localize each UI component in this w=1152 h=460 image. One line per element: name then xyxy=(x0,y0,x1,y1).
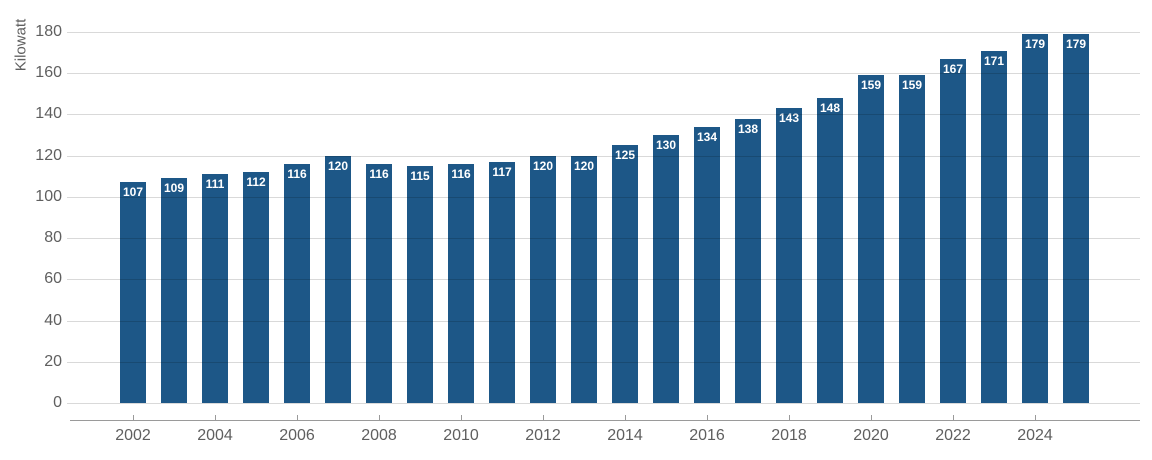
bar[interactable]: 116 xyxy=(448,163,474,403)
gridline xyxy=(67,238,1140,240)
x-tick-label: 2004 xyxy=(197,427,233,444)
bar[interactable]: 117 xyxy=(489,161,515,403)
bar-value-label: 130 xyxy=(655,138,677,153)
x-tick-mark xyxy=(215,415,216,420)
x-axis-line xyxy=(70,420,1140,421)
bar-value-label: 159 xyxy=(860,78,882,93)
x-tick-mark xyxy=(707,415,708,420)
bar-value-label: 116 xyxy=(287,166,307,181)
bar-value-label: 148 xyxy=(819,100,841,115)
bar-value-label: 117 xyxy=(492,164,512,179)
x-tick-mark xyxy=(1035,415,1036,420)
bar-value-label: 143 xyxy=(778,111,800,126)
bar[interactable]: 120 xyxy=(530,155,556,403)
x-tick-label: 2002 xyxy=(115,427,151,444)
bar[interactable]: 167 xyxy=(940,58,966,403)
y-tick-label: 140 xyxy=(35,105,62,123)
bar-value-label: 134 xyxy=(696,129,718,144)
y-tick-label: 60 xyxy=(44,270,62,288)
x-tick-label: 2024 xyxy=(1017,427,1053,444)
bar[interactable]: 159 xyxy=(858,75,884,403)
bar-value-label: 179 xyxy=(1065,37,1087,52)
bar[interactable]: 112 xyxy=(243,172,269,403)
bar[interactable]: 116 xyxy=(284,163,310,403)
bar[interactable]: 125 xyxy=(612,145,638,403)
x-tick-label: 2018 xyxy=(771,427,807,444)
y-tick-label: 120 xyxy=(35,146,62,164)
gridline xyxy=(67,279,1140,281)
bar-value-label: 120 xyxy=(532,158,554,173)
bar-value-label: 116 xyxy=(369,166,389,181)
gridline xyxy=(67,403,1140,404)
x-tick-label: 2020 xyxy=(853,427,889,444)
bar[interactable]: 115 xyxy=(407,165,433,403)
x-tick-mark xyxy=(871,415,872,420)
bar[interactable]: 111 xyxy=(202,174,228,403)
y-tick-label: 20 xyxy=(44,352,62,370)
bar-value-label: 109 xyxy=(163,181,185,196)
y-tick-label: 40 xyxy=(44,311,62,329)
x-tick-label: 2006 xyxy=(279,427,315,444)
x-tick-mark xyxy=(379,415,380,420)
y-tick-label: 80 xyxy=(44,229,62,247)
bar[interactable]: 116 xyxy=(366,163,392,403)
y-tick-label: 100 xyxy=(35,187,62,205)
bar-value-label: 116 xyxy=(451,166,471,181)
gridline xyxy=(67,114,1140,116)
y-tick-label: 0 xyxy=(53,394,62,411)
bar-value-label: 115 xyxy=(410,168,430,183)
x-tick-mark xyxy=(789,415,790,420)
bar[interactable]: 179 xyxy=(1022,34,1048,403)
bar-value-label: 112 xyxy=(246,175,266,190)
bar[interactable]: 143 xyxy=(776,108,802,403)
bar[interactable]: 120 xyxy=(571,155,597,403)
bar[interactable]: 120 xyxy=(325,155,351,403)
x-tick-mark xyxy=(543,415,544,420)
x-tick-label: 2010 xyxy=(443,427,479,444)
bar-value-label: 120 xyxy=(573,158,595,173)
bar[interactable]: 148 xyxy=(817,97,843,403)
bar[interactable]: 109 xyxy=(161,178,187,403)
bar-value-label: 120 xyxy=(327,158,349,173)
bar[interactable]: 171 xyxy=(981,50,1007,403)
x-tick-label: 2016 xyxy=(689,427,725,444)
x-tick-mark xyxy=(297,415,298,420)
bar-value-label: 107 xyxy=(122,185,144,200)
x-tick-label: 2012 xyxy=(525,427,561,444)
gridline xyxy=(67,320,1140,322)
x-tick-mark xyxy=(461,415,462,420)
gridline xyxy=(67,73,1140,75)
bar[interactable]: 138 xyxy=(735,118,761,403)
gridline xyxy=(67,361,1140,363)
bar-value-label: 111 xyxy=(205,177,225,192)
y-tick-label: 180 xyxy=(35,23,62,40)
bar[interactable]: 159 xyxy=(899,75,925,403)
gridline xyxy=(67,155,1140,157)
x-tick-label: 2008 xyxy=(361,427,397,444)
bar-value-label: 179 xyxy=(1024,37,1046,52)
x-tick-label: 2014 xyxy=(607,427,643,444)
x-tick-mark xyxy=(953,415,954,420)
x-tick-label: 2022 xyxy=(935,427,971,444)
gridline xyxy=(67,196,1140,198)
x-tick-mark xyxy=(625,415,626,420)
gridline xyxy=(67,32,1140,33)
bar-value-label: 125 xyxy=(614,148,636,163)
bar-value-label: 167 xyxy=(942,61,964,76)
y-tick-label: 160 xyxy=(35,64,62,82)
bar-value-label: 138 xyxy=(737,121,759,136)
bar[interactable]: 130 xyxy=(653,135,679,403)
bar-value-label: 171 xyxy=(983,53,1005,68)
bar[interactable]: 134 xyxy=(694,126,720,403)
x-tick-mark xyxy=(133,415,134,420)
bar-value-label: 159 xyxy=(901,78,923,93)
bar[interactable]: 107 xyxy=(120,182,146,403)
bar[interactable]: 179 xyxy=(1063,34,1089,403)
